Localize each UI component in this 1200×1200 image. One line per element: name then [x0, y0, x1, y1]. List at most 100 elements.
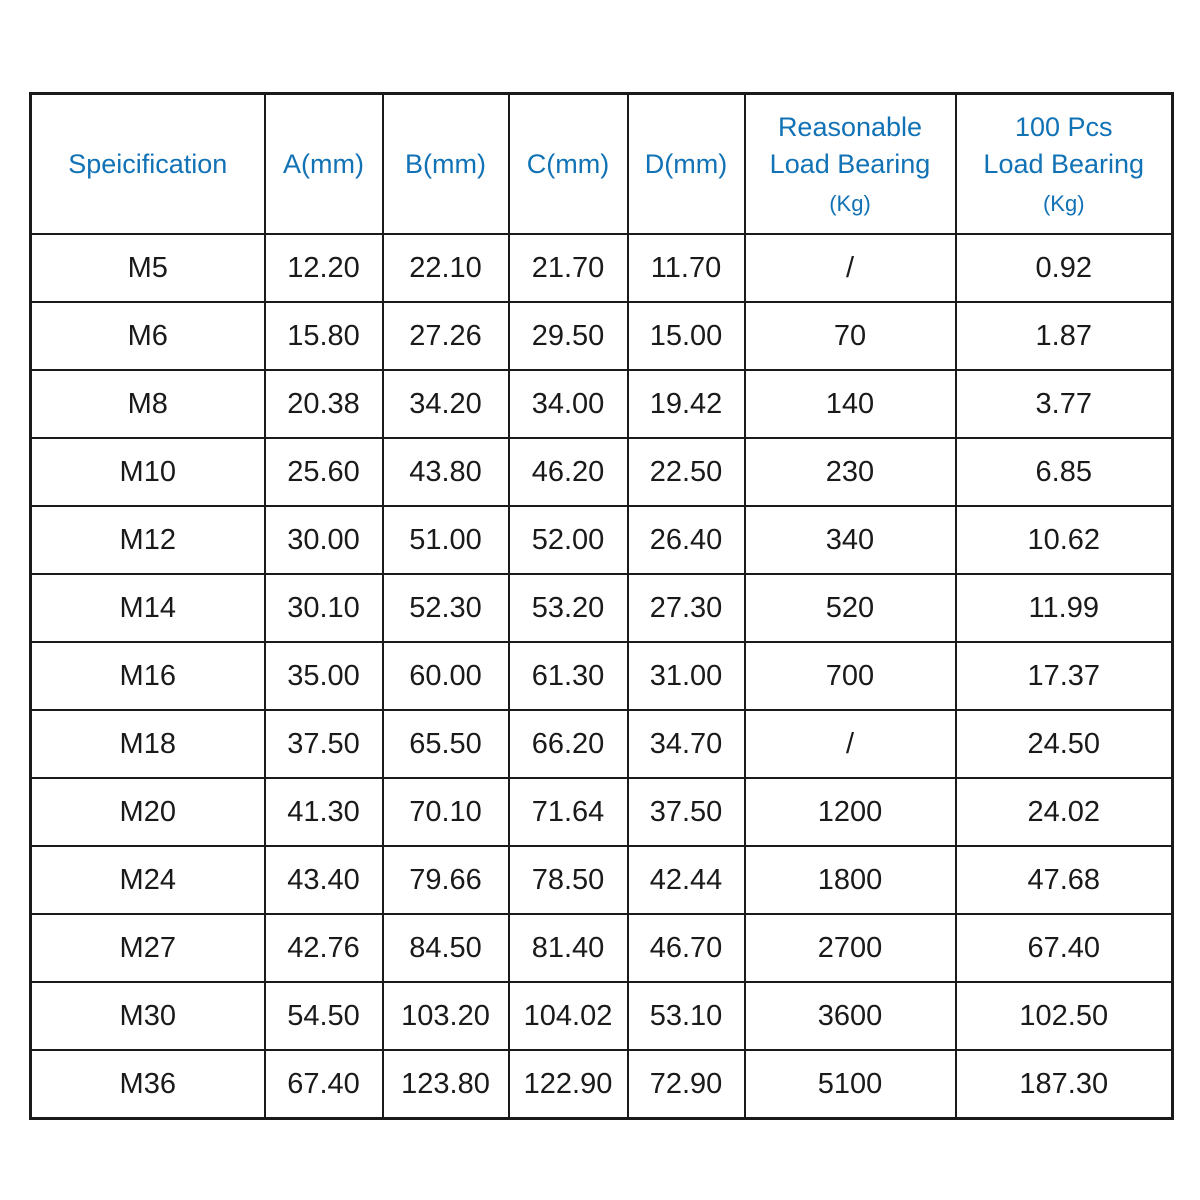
header-a-mm: A(mm): [263, 92, 384, 235]
data-cell: 24.50: [954, 709, 1174, 779]
data-cell: 102.50: [954, 981, 1174, 1051]
spec-cell: M6: [29, 301, 266, 371]
spec-table-body: M5 12.20 22.10 21.70 11.70/0.92 M6 15.80 27.26 2…: [29, 233, 1174, 1120]
spec-cell: M12: [29, 505, 266, 575]
table-row: M14 30.10 52.30 53.20 27.30 520 11.99: [29, 573, 1174, 643]
data-cell: 187.30: [954, 1049, 1174, 1120]
data-cell: 41.30: [263, 777, 384, 847]
data-cell: 12.20: [263, 233, 384, 303]
data-cell: 79.66: [381, 845, 510, 915]
table-row: M36 67.40 123.80 122.90 72.90 5100 187.30: [29, 1049, 1174, 1120]
data-cell: 10.62: [954, 505, 1174, 575]
spec-cell: M20: [29, 777, 266, 847]
table-row: M5 12.20 22.10 21.70 11.70/0.92: [29, 233, 1174, 303]
data-cell: 17.37: [954, 641, 1174, 711]
data-cell: 122.90: [507, 1049, 629, 1120]
table-row: M18 37.50 65.50 66.20 34.70/24.50: [29, 709, 1174, 779]
header-label: A(mm): [283, 148, 364, 179]
header-100pcs-load-bearing: 100 Pcs Load Bearing (Kg): [954, 92, 1174, 235]
table-row: M24 43.40 79.66 78.50 42.44 1800 47.68: [29, 845, 1174, 915]
header-label: D(mm): [644, 148, 728, 179]
header-c-mm: C(mm): [507, 92, 629, 235]
header-unit: (Kg): [829, 191, 871, 217]
spec-cell: M27: [29, 913, 266, 983]
data-cell: 19.42: [626, 369, 746, 439]
data-cell: 46.70: [626, 913, 746, 983]
header-reasonable-load-bearing: Reasonable Load Bearing (Kg): [743, 92, 957, 235]
data-cell: 15.80: [263, 301, 384, 371]
data-cell: 520: [743, 573, 957, 643]
table-row: M27 42.76 84.50 81.40 46.70 2700 67.40: [29, 913, 1174, 983]
table-row: M12 30.00 51.00 52.00 26.40 340 10.62: [29, 505, 1174, 575]
spec-cell: M14: [29, 573, 266, 643]
spec-cell: M36: [29, 1049, 266, 1120]
data-cell: 30.00: [263, 505, 384, 575]
data-cell: 84.50: [381, 913, 510, 983]
table-row: M16 35.00 60.00 61.30 31.00 700 17.37: [29, 641, 1174, 711]
data-cell: 20.38: [263, 369, 384, 439]
data-cell: 81.40: [507, 913, 629, 983]
data-cell: 67.40: [263, 1049, 384, 1120]
data-cell: 42.44: [626, 845, 746, 915]
spec-cell: M24: [29, 845, 266, 915]
header-label: Reasonable Load Bearing: [769, 112, 931, 179]
data-cell: 52.00: [507, 505, 629, 575]
spec-cell: M18: [29, 709, 266, 779]
data-cell: 700: [743, 641, 957, 711]
data-cell: 140: [743, 369, 957, 439]
data-cell: 340: [743, 505, 957, 575]
data-cell: 37.50: [626, 777, 746, 847]
data-cell: 61.30: [507, 641, 629, 711]
header-label: Speicification: [68, 148, 228, 179]
spec-cell: M16: [29, 641, 266, 711]
data-cell: 103.20: [381, 981, 510, 1051]
data-cell: 43.80: [381, 437, 510, 507]
data-cell: 43.40: [263, 845, 384, 915]
data-cell: 1800: [743, 845, 957, 915]
data-cell: 65.50: [381, 709, 510, 779]
data-cell: 11.99: [954, 573, 1174, 643]
data-cell: 15.00: [626, 301, 746, 371]
data-cell: 230: [743, 437, 957, 507]
data-cell: 31.00: [626, 641, 746, 711]
data-cell: /: [743, 709, 957, 779]
data-cell: 67.40: [954, 913, 1174, 983]
spec-cell: M8: [29, 369, 266, 439]
header-label: B(mm): [405, 148, 486, 179]
data-cell: 47.68: [954, 845, 1174, 915]
data-cell: 104.02: [507, 981, 629, 1051]
data-cell: 51.00: [381, 505, 510, 575]
data-cell: 52.30: [381, 573, 510, 643]
table-row: M6 15.80 27.26 29.50 15.00 70 1.87: [29, 301, 1174, 371]
data-cell: 70.10: [381, 777, 510, 847]
data-cell: 0.92: [954, 233, 1174, 303]
specification-table: Speicification A(mm) B(mm) C(mm) D(mm): [29, 92, 1174, 1120]
data-cell: 66.20: [507, 709, 629, 779]
data-cell: 29.50: [507, 301, 629, 371]
header-row: Speicification A(mm) B(mm) C(mm) D(mm): [29, 92, 1174, 235]
data-cell: 34.70: [626, 709, 746, 779]
data-cell: 27.26: [381, 301, 510, 371]
data-cell: 11.70: [626, 233, 746, 303]
data-cell: 53.20: [507, 573, 629, 643]
table-row: M10 25.60 43.80 46.20 22.50 230 6.85: [29, 437, 1174, 507]
data-cell: 2700: [743, 913, 957, 983]
data-cell: 24.02: [954, 777, 1174, 847]
data-cell: 72.90: [626, 1049, 746, 1120]
data-cell: 70: [743, 301, 957, 371]
data-cell: 46.20: [507, 437, 629, 507]
data-cell: 26.40: [626, 505, 746, 575]
data-cell: 1200: [743, 777, 957, 847]
data-cell: 35.00: [263, 641, 384, 711]
data-cell: 71.64: [507, 777, 629, 847]
data-cell: 1.87: [954, 301, 1174, 371]
data-cell: 3600: [743, 981, 957, 1051]
spec-cell: M5: [29, 233, 266, 303]
data-cell: 21.70: [507, 233, 629, 303]
data-cell: 5100: [743, 1049, 957, 1120]
header-specification: Speicification: [29, 92, 266, 235]
spec-cell: M30: [29, 981, 266, 1051]
header-b-mm: B(mm): [381, 92, 510, 235]
data-cell: 34.20: [381, 369, 510, 439]
